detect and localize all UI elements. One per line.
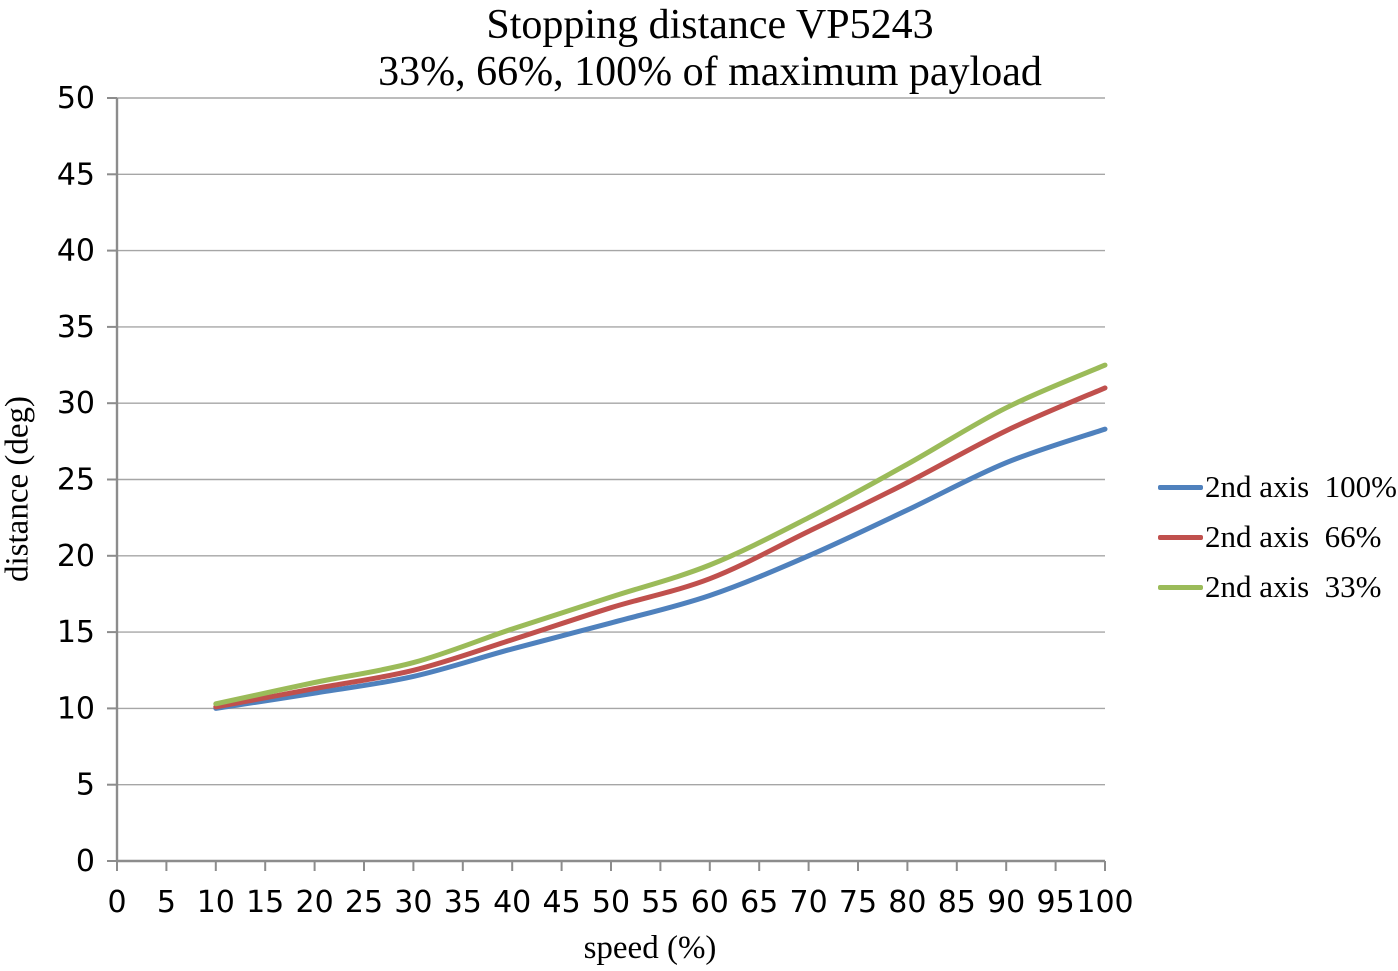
legend-line-swatch-blue: [1158, 484, 1203, 490]
svg-text:5: 5: [157, 885, 176, 920]
legend: 2nd axis 100% 2nd axis 66% 2nd axis 33%: [1158, 462, 1398, 612]
series-line-2nd-axis-100-: [213, 426, 1108, 711]
svg-text:10: 10: [57, 691, 95, 726]
svg-text:40: 40: [493, 885, 531, 920]
svg-text:95: 95: [1037, 885, 1075, 920]
svg-text:40: 40: [57, 234, 95, 269]
legend-label: 2nd axis 33%: [1205, 569, 1382, 604]
svg-text:90: 90: [987, 885, 1025, 920]
svg-text:65: 65: [740, 885, 778, 920]
svg-text:15: 15: [57, 615, 95, 650]
tick-marks: [107, 97, 1106, 871]
svg-text:35: 35: [57, 310, 95, 345]
svg-text:20: 20: [296, 885, 334, 920]
legend-item-66: 2nd axis 66%: [1158, 512, 1398, 562]
svg-text:80: 80: [888, 885, 926, 920]
title-block: Stopping distance VP5243 33%, 66%, 100% …: [0, 2, 1398, 96]
svg-text:60: 60: [691, 885, 729, 920]
legend-label: 2nd axis 66%: [1205, 519, 1382, 554]
svg-text:5: 5: [76, 768, 95, 803]
svg-text:35: 35: [444, 885, 482, 920]
svg-text:10: 10: [197, 885, 235, 920]
legend-item-33: 2nd axis 33%: [1158, 562, 1398, 612]
svg-text:55: 55: [641, 885, 679, 920]
svg-text:15: 15: [246, 885, 284, 920]
series-line-2nd-axis-66-: [213, 385, 1108, 710]
x-axis-title: speed (%): [583, 930, 717, 966]
y-axis-title: distance (deg): [0, 396, 36, 582]
svg-text:50: 50: [57, 81, 95, 116]
legend-line-swatch-red: [1158, 534, 1203, 540]
gridlines: [117, 97, 1105, 786]
chart-subtitle: 33%, 66%, 100% of maximum payload: [378, 49, 1042, 95]
svg-text:75: 75: [839, 885, 877, 920]
svg-text:25: 25: [345, 885, 383, 920]
legend-line-swatch-green: [1158, 584, 1203, 590]
series-line-2nd-axis-33-: [213, 362, 1108, 707]
chart-title: Stopping distance VP5243: [486, 2, 934, 48]
svg-text:85: 85: [938, 885, 976, 920]
y-tick-labels: 0 5 10 15 20 25 30 35 40 45 50: [57, 81, 95, 879]
svg-text:45: 45: [543, 885, 581, 920]
legend-item-100: 2nd axis 100%: [1158, 462, 1398, 512]
legend-label: 2nd axis 100%: [1205, 469, 1398, 504]
svg-text:45: 45: [57, 157, 95, 192]
svg-text:70: 70: [790, 885, 828, 920]
svg-text:0: 0: [107, 885, 126, 920]
svg-text:0: 0: [76, 844, 95, 879]
x-tick-labels: 0 5 10 15 20 25 30 35 40 45 50 55 60 65 70 75 80 85 90 95 10…: [107, 885, 1133, 920]
svg-text:20: 20: [57, 539, 95, 574]
svg-text:30: 30: [394, 885, 432, 920]
svg-text:100: 100: [1076, 885, 1133, 920]
svg-text:30: 30: [57, 386, 95, 421]
svg-text:25: 25: [57, 463, 95, 498]
svg-text:50: 50: [592, 885, 630, 920]
